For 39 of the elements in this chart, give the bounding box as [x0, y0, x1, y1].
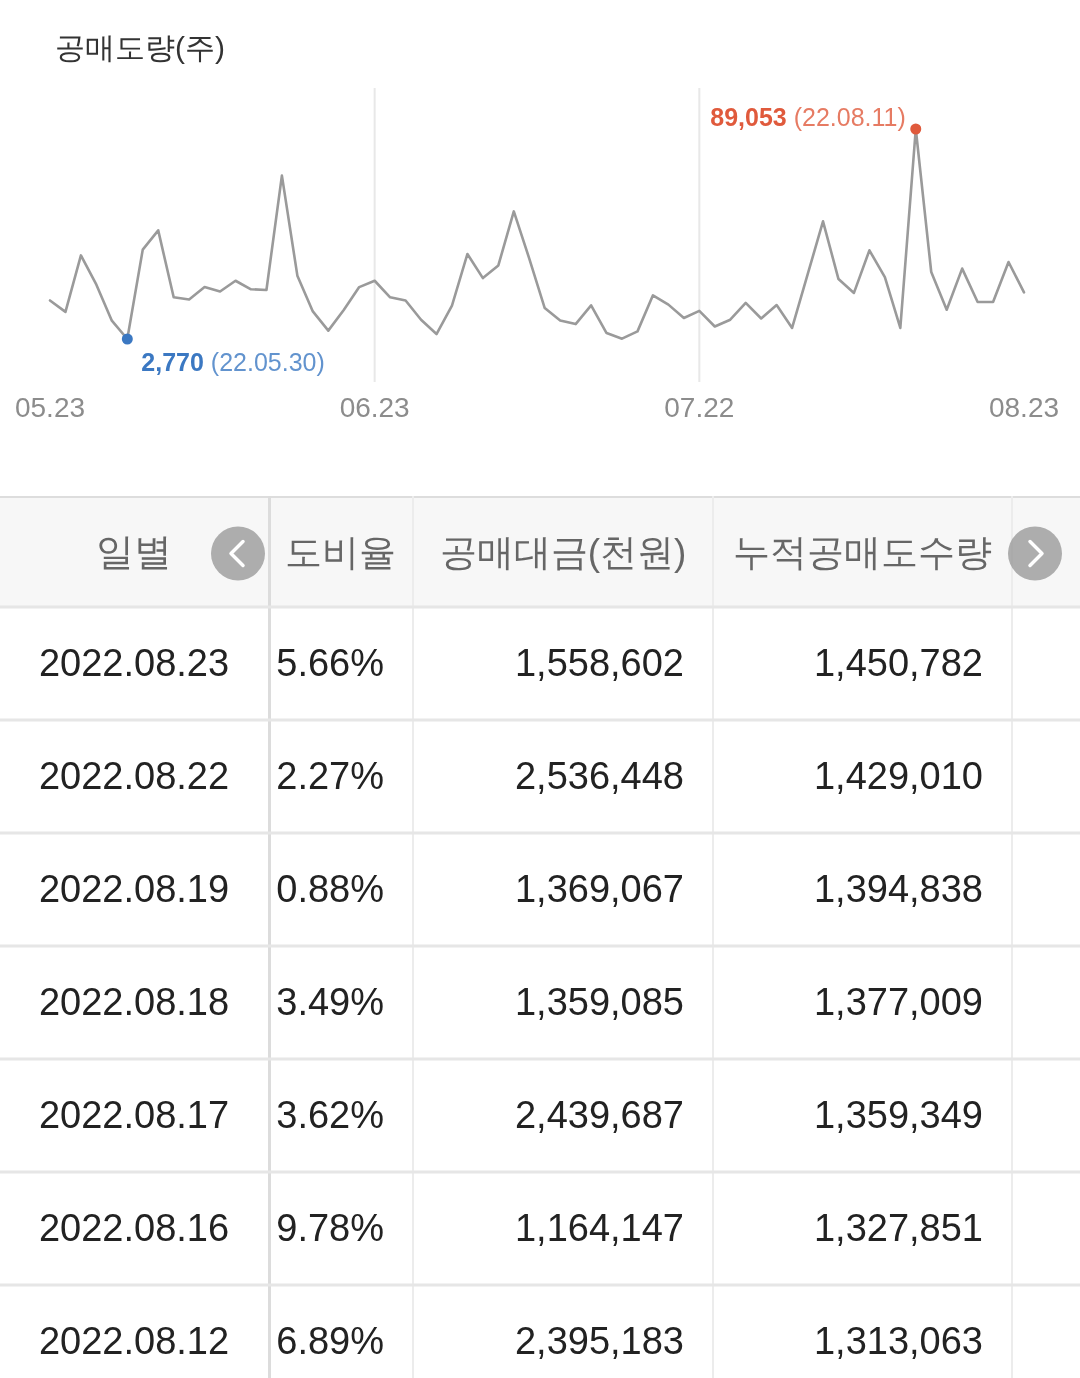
text: 5.66%: [276, 641, 384, 684]
category-label: 도비율: [285, 531, 396, 573]
x-tick-label: 05.23: [14, 392, 86, 423]
text: 1,558,602: [514, 641, 684, 684]
chart-title: 공매도량(주): [55, 31, 225, 64]
text: 일별: [96, 530, 172, 573]
text: 2,536,448: [514, 754, 684, 797]
text: 1,377,009: [813, 980, 983, 1023]
category-label: 2022.08.23: [38, 641, 230, 684]
category-label: 공매대금(천원): [439, 531, 687, 573]
text: 1,429,010: [813, 754, 983, 797]
category-label: 2022.08.16: [38, 1206, 230, 1249]
text: 1,450,782: [813, 641, 983, 684]
x-tick-label: 07.22: [664, 392, 735, 423]
text: 1,359,085: [514, 980, 684, 1023]
text: 1,394,838: [813, 867, 983, 910]
text: 3.49%: [276, 980, 384, 1023]
category-label: 2022.08.22: [38, 754, 230, 797]
category-label: 2022.08.18: [38, 980, 230, 1023]
category-label: 누적공매도수량: [733, 531, 992, 573]
text: 6.89%: [276, 1319, 384, 1362]
data-label: 2,770 (22.05.30): [141, 348, 325, 376]
text: 1,327,851: [813, 1206, 983, 1249]
category-label: 2022.08.19: [38, 867, 230, 910]
category-label: 2022.08.12: [38, 1319, 230, 1362]
text: 1,359,349: [813, 1093, 983, 1136]
text: 0.88%: [276, 867, 384, 910]
data-label: 89,053 (22.08.11): [710, 103, 906, 131]
x-tick-label: 08.23: [988, 392, 1060, 423]
text: 1,164,147: [514, 1206, 684, 1249]
category-label: 2022.08.17: [38, 1093, 230, 1136]
text: 1,369,067: [514, 867, 684, 910]
text: 9.78%: [276, 1206, 384, 1249]
text: 2,395,183: [514, 1319, 684, 1362]
text: 1,313,063: [813, 1319, 983, 1362]
text: 3.62%: [276, 1093, 384, 1136]
x-tick-label: 06.23: [339, 392, 410, 423]
text: 2,439,687: [514, 1093, 684, 1136]
text: 2.27%: [276, 754, 384, 797]
